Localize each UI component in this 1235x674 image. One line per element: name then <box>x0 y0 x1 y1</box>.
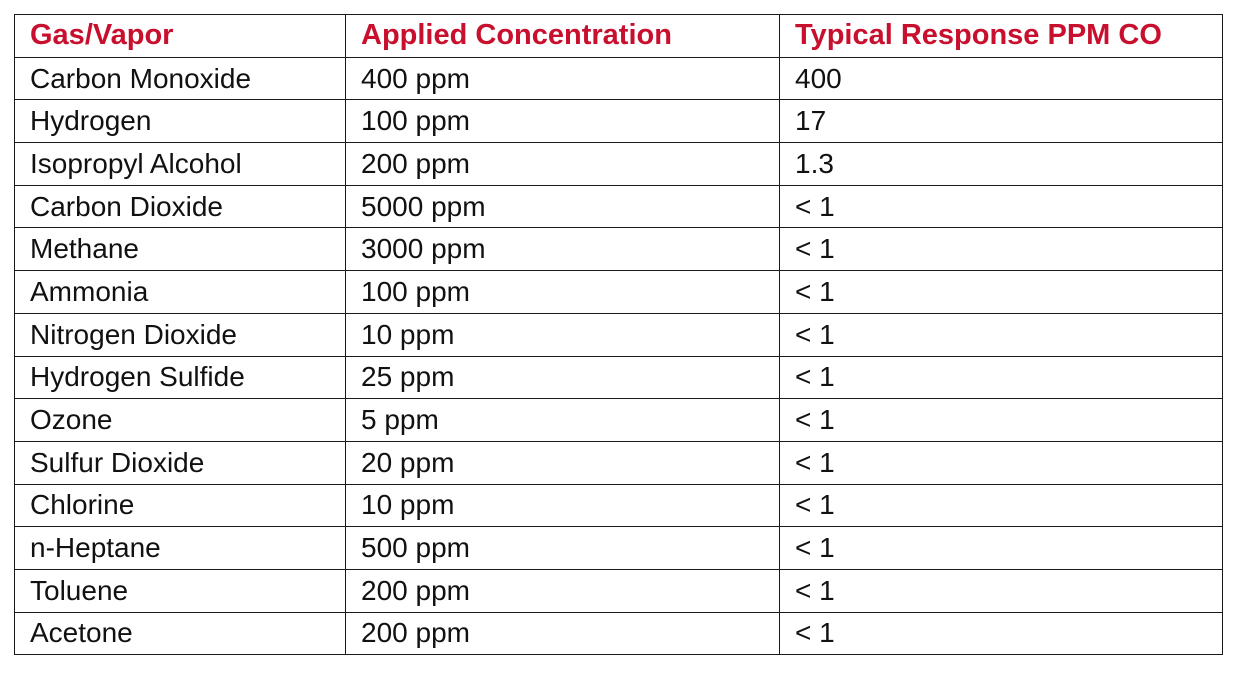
header-typical-response: Typical Response PPM CO <box>779 14 1223 58</box>
table-row: Ozone 5 ppm < 1 <box>14 398 1223 442</box>
applied-concentration-cell: 400 ppm <box>345 56 780 101</box>
gas-name-cell: n-Heptane <box>14 526 346 570</box>
applied-concentration-cell: 200 ppm <box>345 568 780 613</box>
typical-response-cell: < 1 <box>779 568 1223 613</box>
table-row: Carbon Dioxide 5000 ppm < 1 <box>14 184 1223 229</box>
gas-name-cell: Carbon Dioxide <box>14 184 346 229</box>
table-body: Carbon Monoxide 400 ppm 400 Hydrogen 100 ppm… <box>14 56 1223 656</box>
typical-response-cell: 1.3 <box>779 142 1223 186</box>
table-row: Isopropyl Alcohol 200 ppm 1.3 <box>14 142 1223 186</box>
applied-concentration-cell: 100 ppm <box>345 270 780 314</box>
typical-response-cell: 400 <box>779 56 1223 101</box>
typical-response-cell: 17 <box>779 99 1223 144</box>
gas-response-table: Gas/Vapor Applied Concentration Typical … <box>14 14 1223 656</box>
gas-name-cell: Nitrogen Dioxide <box>14 312 346 357</box>
table-row: Acetone 200 ppm < 1 <box>14 611 1223 656</box>
table-row: Nitrogen Dioxide 10 ppm < 1 <box>14 312 1223 357</box>
applied-concentration-cell: 20 ppm <box>345 440 780 485</box>
table-row: Ammonia 100 ppm < 1 <box>14 270 1223 314</box>
typical-response-cell: < 1 <box>779 483 1223 528</box>
applied-concentration-cell: 200 ppm <box>345 142 780 186</box>
table-row: n-Heptane 500 ppm < 1 <box>14 526 1223 570</box>
table-row: Methane 3000 ppm < 1 <box>14 227 1223 272</box>
applied-concentration-cell: 3000 ppm <box>345 227 780 272</box>
gas-name-cell: Methane <box>14 227 346 272</box>
table-row: Hydrogen 100 ppm 17 <box>14 99 1223 144</box>
header-row: Gas/Vapor Applied Concentration Typical … <box>14 14 1223 58</box>
gas-name-cell: Ozone <box>14 398 346 442</box>
table-row: Chlorine 10 ppm < 1 <box>14 483 1223 528</box>
gas-name-cell: Toluene <box>14 568 346 613</box>
applied-concentration-cell: 100 ppm <box>345 99 780 144</box>
gas-name-cell: Acetone <box>14 611 346 656</box>
typical-response-cell: < 1 <box>779 355 1223 400</box>
header-gas-vapor: Gas/Vapor <box>14 14 346 58</box>
table-header: Gas/Vapor Applied Concentration Typical … <box>14 14 1223 58</box>
applied-concentration-cell: 5000 ppm <box>345 184 780 229</box>
typical-response-cell: < 1 <box>779 526 1223 570</box>
gas-name-cell: Hydrogen Sulfide <box>14 355 346 400</box>
applied-concentration-cell: 5 ppm <box>345 398 780 442</box>
applied-concentration-cell: 10 ppm <box>345 312 780 357</box>
typical-response-cell: < 1 <box>779 270 1223 314</box>
table-row: Sulfur Dioxide 20 ppm < 1 <box>14 440 1223 485</box>
gas-name-cell: Chlorine <box>14 483 346 528</box>
gas-name-cell: Hydrogen <box>14 99 346 144</box>
typical-response-cell: < 1 <box>779 312 1223 357</box>
header-applied-concentration: Applied Concentration <box>345 14 780 58</box>
applied-concentration-cell: 500 ppm <box>345 526 780 570</box>
applied-concentration-cell: 200 ppm <box>345 611 780 656</box>
applied-concentration-cell: 25 ppm <box>345 355 780 400</box>
table-row: Carbon Monoxide 400 ppm 400 <box>14 56 1223 101</box>
typical-response-cell: < 1 <box>779 398 1223 442</box>
typical-response-cell: < 1 <box>779 227 1223 272</box>
gas-name-cell: Isopropyl Alcohol <box>14 142 346 186</box>
typical-response-cell: < 1 <box>779 440 1223 485</box>
gas-name-cell: Sulfur Dioxide <box>14 440 346 485</box>
typical-response-cell: < 1 <box>779 611 1223 656</box>
gas-name-cell: Carbon Monoxide <box>14 56 346 101</box>
applied-concentration-cell: 10 ppm <box>345 483 780 528</box>
gas-name-cell: Ammonia <box>14 270 346 314</box>
table-row: Hydrogen Sulfide 25 ppm < 1 <box>14 355 1223 400</box>
typical-response-cell: < 1 <box>779 184 1223 229</box>
table-row: Toluene 200 ppm < 1 <box>14 568 1223 613</box>
